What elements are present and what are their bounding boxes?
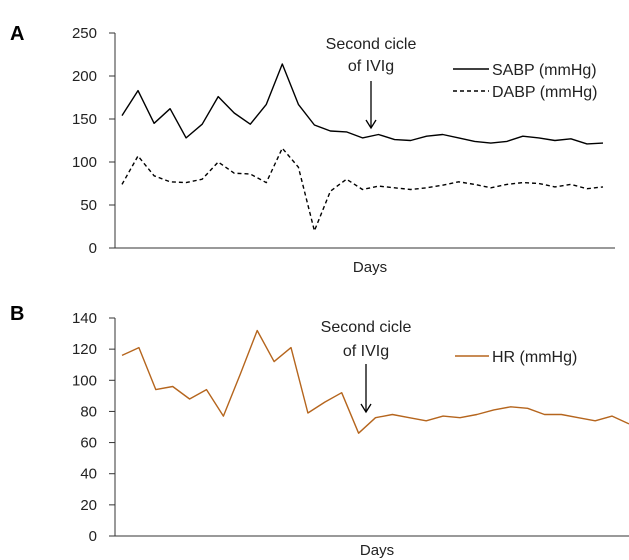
series-line-2 <box>121 147 604 232</box>
legend-label: SABP (mmHg) <box>492 62 597 79</box>
y-tick-label: 50 <box>80 197 97 214</box>
y-tick-label: 100 <box>72 154 97 171</box>
y-tick-label: 60 <box>80 435 97 452</box>
chart-panel-b: 0 20 40 60 80 100 120 140 Days HR (mmHg) Second ci… <box>72 310 629 559</box>
legend-label: DABP (mmHg) <box>492 84 598 101</box>
panel-a-letter: A <box>10 23 24 45</box>
y-tick-label: 20 <box>80 497 97 514</box>
y-tick-label: 80 <box>80 403 97 420</box>
y-tick-label: 0 <box>89 240 97 257</box>
y-tick-label: 150 <box>72 111 97 128</box>
y-tick-label: 100 <box>72 372 97 389</box>
series-line-1 <box>121 63 604 145</box>
y-tick-label: 40 <box>80 466 97 483</box>
y-tick-label: 0 <box>89 528 97 545</box>
annotation-line-1: Second cicle <box>326 36 417 53</box>
y-tick-label: 200 <box>72 68 97 85</box>
x-axis-label: Days <box>353 259 387 276</box>
y-tick-label: 250 <box>72 25 97 42</box>
legend-label: HR (mmHg) <box>492 349 577 366</box>
annotation-arrow-head <box>360 403 372 414</box>
y-tick-label: 140 <box>72 310 97 327</box>
annotation-line-2: of IVIg <box>348 58 394 75</box>
annotation-arrow-head <box>365 119 377 130</box>
x-axis-label: Days <box>360 542 394 559</box>
panel-b-letter: B <box>10 303 24 325</box>
y-tick-label: 120 <box>72 341 97 358</box>
chart-panel-a: 0 50 100 150 200 250 Days SABP (mmHg) DABP (mmHg… <box>72 25 615 276</box>
series-line-1 <box>121 329 629 434</box>
annotation-line-1: Second cicle <box>321 319 412 336</box>
annotation-line-2: of IVIg <box>343 343 389 360</box>
